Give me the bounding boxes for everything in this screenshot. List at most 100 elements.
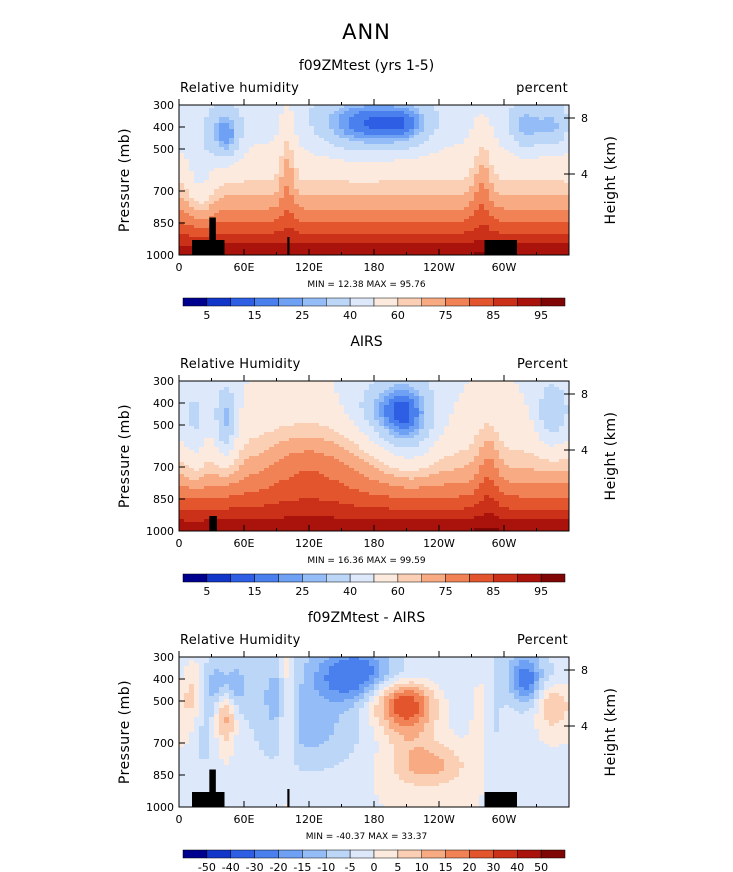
field-cell [184, 168, 190, 172]
field-cell [219, 231, 225, 235]
field-cell [219, 153, 225, 157]
field-cell [299, 219, 305, 223]
field-cell [449, 219, 455, 223]
field-cell [444, 396, 450, 400]
field-cell [309, 150, 315, 154]
field-cell [209, 132, 215, 136]
field-cell [339, 231, 345, 235]
field-cell [399, 219, 405, 223]
field-cell [324, 225, 330, 229]
field-cell [269, 249, 275, 253]
field-cell [179, 381, 185, 385]
colorbar-swatch [493, 297, 518, 307]
field-cell [204, 126, 210, 130]
field-cell [364, 390, 370, 394]
field-cell [284, 138, 290, 142]
field-cell [374, 234, 380, 238]
field-cell [544, 231, 550, 235]
field-cell [349, 153, 355, 157]
field-cell [189, 153, 195, 157]
field-cell [549, 252, 555, 256]
field-cell [294, 231, 300, 235]
field-cell [529, 237, 535, 241]
field-cell [244, 111, 250, 115]
field-cell [454, 243, 460, 247]
field-cell [489, 156, 495, 160]
field-cell [484, 165, 490, 169]
field-cell [374, 150, 380, 154]
field-cell [479, 411, 485, 415]
field-cell [309, 387, 315, 391]
field-cell [339, 249, 345, 253]
field-cell [509, 150, 515, 154]
field-cell [539, 390, 545, 394]
field-cell [459, 159, 465, 163]
field-cell [424, 252, 430, 256]
field-cell [314, 243, 320, 247]
field-cell [524, 171, 530, 175]
field-cell [409, 108, 415, 112]
field-cell [289, 411, 295, 415]
field-cell [349, 117, 355, 121]
field-cell [474, 192, 480, 196]
field-cell [554, 246, 560, 250]
field-cell [229, 153, 235, 157]
field-cell [329, 108, 335, 112]
field-cell [224, 414, 230, 418]
field-cell [309, 192, 315, 196]
field-cell [564, 408, 570, 412]
field-cell [329, 153, 335, 157]
field-cell [404, 210, 410, 214]
field-cell [334, 129, 340, 133]
field-cell [524, 186, 530, 190]
field-cell [354, 141, 360, 145]
field-cell [554, 201, 560, 205]
field-cell [479, 195, 485, 199]
field-cell [424, 174, 430, 178]
field-cell [409, 381, 415, 385]
field-cell [459, 165, 465, 169]
field-cell [519, 243, 525, 247]
field-cell [219, 162, 225, 166]
field-cell [459, 153, 465, 157]
field-cell [554, 408, 560, 412]
field-cell [399, 159, 405, 163]
field-cell [524, 240, 530, 244]
field-cell [284, 411, 290, 415]
field-cell [469, 390, 475, 394]
field-cell [294, 120, 300, 124]
field-cell [294, 387, 300, 391]
field-cell [439, 126, 445, 130]
field-cell [299, 135, 305, 139]
field-cell [259, 138, 265, 142]
field-cell [544, 111, 550, 115]
field-cell [189, 186, 195, 190]
field-cell [219, 399, 225, 403]
field-cell [274, 129, 280, 133]
field-cell [349, 213, 355, 217]
field-cell [484, 117, 490, 121]
field-cell [319, 147, 325, 151]
field-cell [544, 147, 550, 151]
field-cell [259, 243, 265, 247]
field-cell [544, 162, 550, 166]
field-cell [329, 189, 335, 193]
field-cell [379, 405, 385, 409]
field-cell [354, 186, 360, 190]
field-cell [244, 411, 250, 415]
field-cell [424, 141, 430, 145]
field-cell [269, 234, 275, 238]
field-cell [484, 174, 490, 178]
field-cell [304, 108, 310, 112]
field-cell [369, 243, 375, 247]
field-cell [539, 405, 545, 409]
field-cell [564, 216, 570, 220]
field-cell [404, 222, 410, 226]
field-cell [314, 417, 320, 421]
field-cell [189, 249, 195, 253]
field-cell [489, 135, 495, 139]
field-cell [369, 126, 375, 130]
field-cell [399, 246, 405, 250]
field-cell [564, 240, 570, 244]
field-cell [554, 123, 560, 127]
